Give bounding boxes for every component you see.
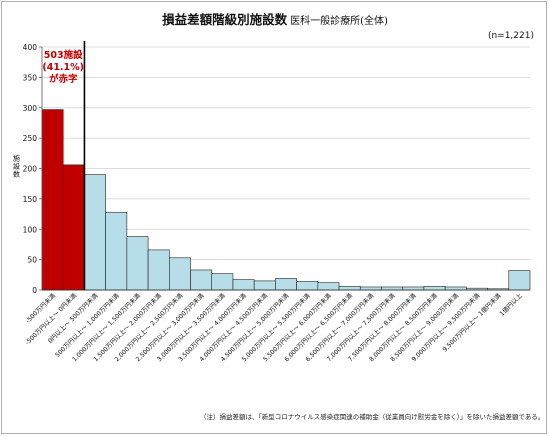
y-axis-label: 施設数 [13, 154, 20, 179]
bar [212, 274, 233, 290]
y-tick-label: 0 [32, 286, 37, 295]
bar [63, 165, 84, 290]
x-tick-label: 1億円以上 [498, 292, 524, 318]
bar [169, 258, 190, 290]
bar [445, 287, 466, 290]
bar [381, 287, 402, 290]
y-tick-label: 50 [27, 256, 37, 265]
annotation-line: (41.1%) [42, 62, 84, 73]
bars [42, 110, 530, 290]
bar [84, 175, 105, 290]
y-tick-label: 250 [23, 134, 38, 143]
bar [509, 271, 530, 290]
bar [339, 286, 360, 290]
y-tick-label: 350 [23, 73, 38, 82]
y-tick-label: 400 [23, 43, 38, 52]
footnote: （注）損益差額は、「新型コロナウイルス感染症関連の補助金（従業員向け慰労金を除く… [200, 411, 544, 421]
bar [403, 287, 424, 290]
annotation-line: が赤字 [49, 73, 78, 85]
y-tick-labels: 0 50 100 150 200 250 300 350 400 施設数 [13, 43, 37, 295]
bar [42, 110, 63, 290]
bar [318, 283, 339, 290]
y-tick-label: 150 [23, 195, 38, 204]
x-tick-labels: -500万円未満-500万円以上～ 0円未満0円以上～ 500万円未満500万円… [23, 292, 523, 363]
bar [360, 287, 381, 290]
bar [127, 237, 148, 290]
bar [148, 250, 169, 290]
deficit-annotation: 503施設(41.1%)が赤字 [42, 49, 84, 85]
y-tick-label: 200 [23, 165, 38, 174]
bar [424, 286, 445, 290]
bar [297, 281, 318, 290]
bar [275, 278, 296, 290]
y-tick-label: 300 [23, 104, 38, 113]
bar [233, 280, 254, 290]
annotation-line: 503施設 [44, 49, 83, 61]
bar [254, 281, 275, 290]
y-tick-label: 100 [23, 225, 38, 234]
bar [106, 212, 127, 290]
bar [191, 270, 212, 290]
